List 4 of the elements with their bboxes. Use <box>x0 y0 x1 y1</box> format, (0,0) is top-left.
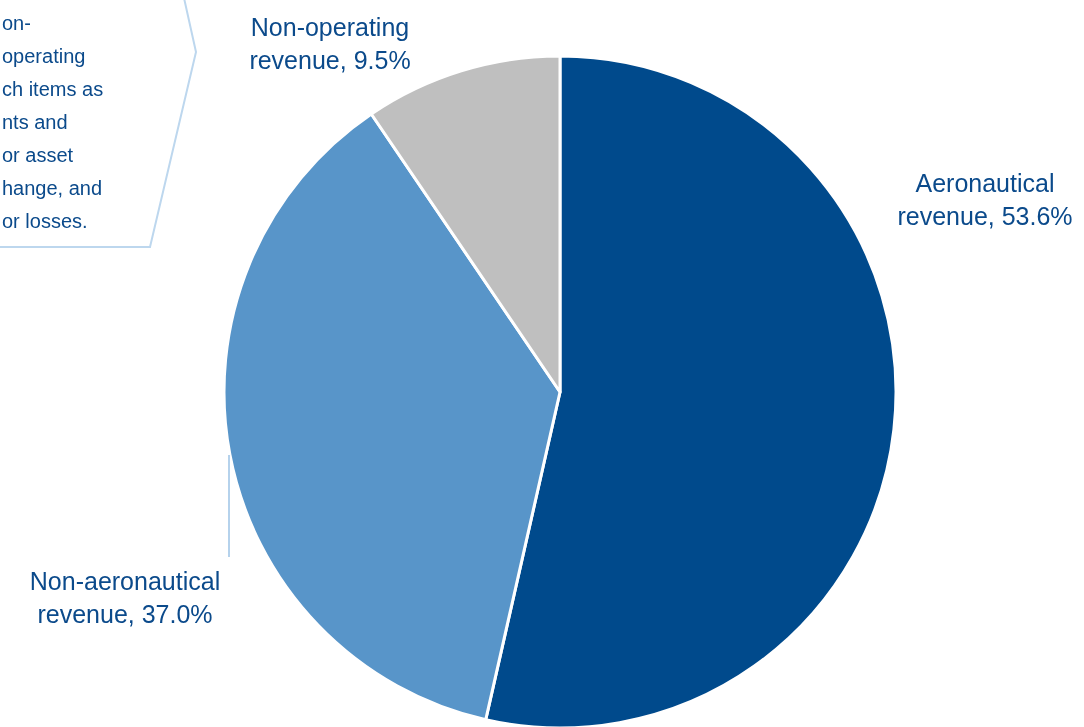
text: on- operating ch items as nts and or asset hange, and or losses. <box>2 12 104 232</box>
slice-label: Non-operating revenue, 9.5% <box>249 13 411 74</box>
slice-label: Aeronautical revenue, 53.6% <box>897 169 1073 230</box>
slice-label: Non-aeronautical revenue, 37.0% <box>29 567 221 628</box>
